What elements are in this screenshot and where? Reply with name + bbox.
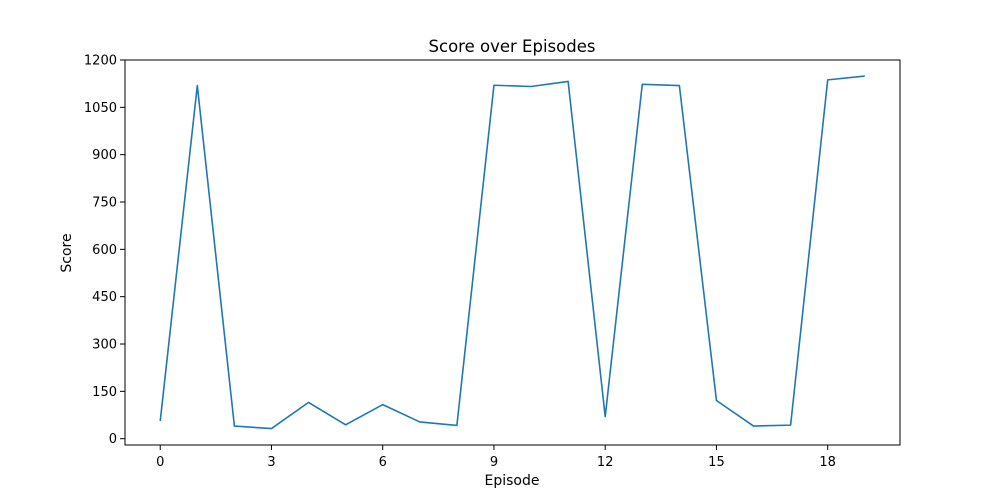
y-tick-label: 0 xyxy=(109,432,117,447)
y-tick-label: 1050 xyxy=(84,101,117,116)
x-tick-label: 0 xyxy=(156,455,164,470)
y-tick-label: 1200 xyxy=(84,54,117,69)
y-axis-label: Score xyxy=(59,233,75,272)
y-tick-label: 900 xyxy=(92,148,117,163)
y-tick-label: 750 xyxy=(92,196,117,211)
y-axis-ticks: 0 150 300 450 600 750 900 1050 1200 xyxy=(84,54,125,447)
series-line xyxy=(159,75,865,430)
x-tick-label: 3 xyxy=(267,455,275,470)
x-axis-ticks: 0 3 6 9 12 15 18 xyxy=(156,445,836,470)
x-tick-label: 18 xyxy=(819,455,836,470)
y-tick-label: 450 xyxy=(92,290,117,305)
x-tick-label: 6 xyxy=(379,455,387,470)
y-tick-label: 150 xyxy=(92,385,117,400)
y-tick-label: 300 xyxy=(92,338,117,353)
chart-title: Score over Episodes xyxy=(429,37,596,56)
plot-area-frame xyxy=(124,59,901,446)
y-tick-label: 600 xyxy=(92,243,117,258)
x-tick-label: 12 xyxy=(597,455,614,470)
x-axis-label: Episode xyxy=(485,473,540,489)
x-tick-label: 15 xyxy=(708,455,725,470)
x-tick-label: 9 xyxy=(490,455,498,470)
series-layer xyxy=(159,75,865,430)
